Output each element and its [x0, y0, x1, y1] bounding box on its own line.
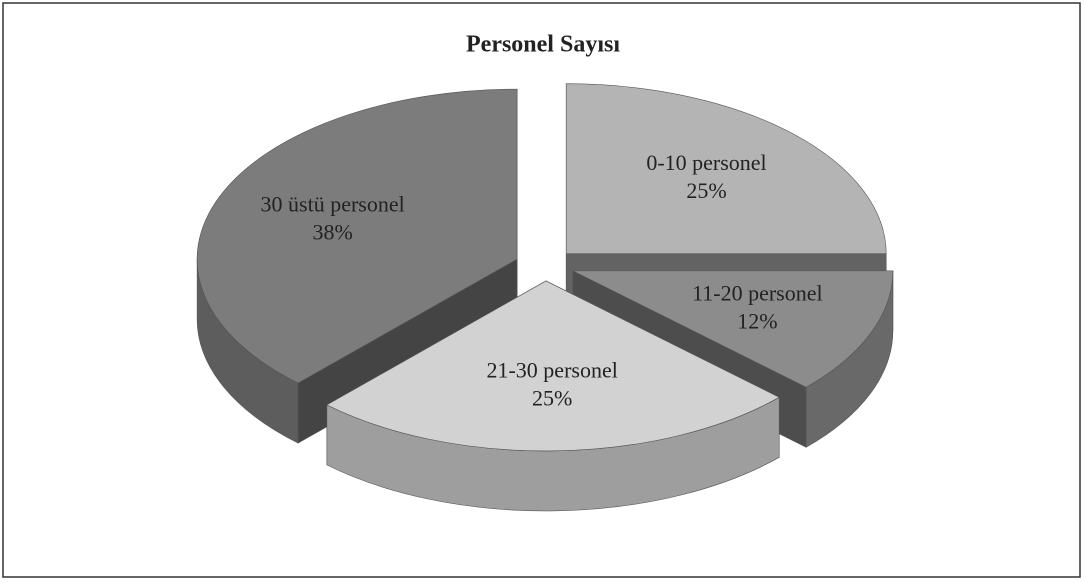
slice-label: 30 üstü personel	[261, 191, 405, 216]
slice	[196, 88, 518, 384]
slice	[565, 83, 887, 255]
slice-value-label: 25%	[532, 385, 572, 410]
slice-label: 0-10 personel	[646, 150, 766, 175]
chart-title: Personel Sayısı	[466, 32, 620, 58]
slice-label: 11-20 personel	[692, 281, 823, 306]
slice	[326, 280, 780, 452]
slice-label: 21-30 personel	[486, 357, 617, 382]
slice-value-label: 12%	[737, 309, 777, 334]
slice-value-label: 38%	[312, 219, 352, 244]
slice	[572, 270, 894, 388]
slice-value-label: 25%	[686, 178, 726, 203]
